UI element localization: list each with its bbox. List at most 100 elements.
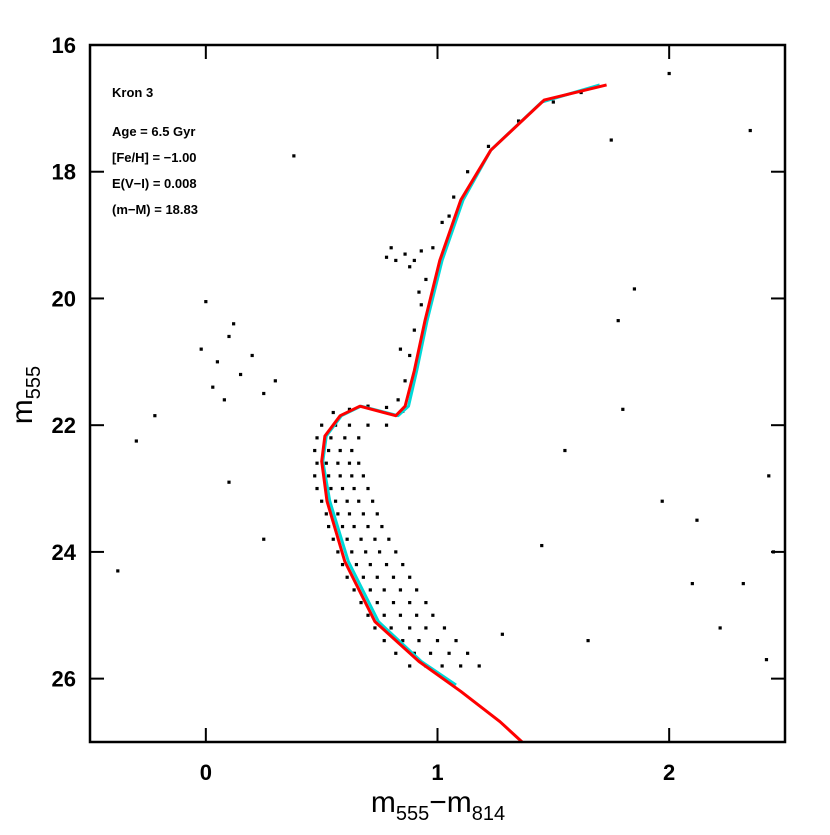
- star-point: [408, 664, 412, 668]
- star-point: [419, 303, 423, 307]
- star-point: [431, 246, 435, 250]
- star-point: [345, 575, 349, 579]
- star-point: [232, 322, 236, 326]
- star-point: [361, 474, 365, 478]
- star-point: [350, 448, 354, 453]
- star-point: [431, 613, 435, 617]
- star-point: [382, 613, 386, 617]
- star-point: [401, 639, 405, 643]
- star-point: [336, 550, 340, 554]
- star-point: [368, 588, 372, 592]
- star-point: [748, 128, 752, 133]
- star-point: [333, 499, 338, 503]
- star-point: [250, 353, 254, 358]
- star-point: [320, 499, 324, 503]
- plot-frame: [88, 43, 787, 744]
- star-point: [389, 246, 393, 250]
- y-axis-label: m555: [6, 366, 45, 424]
- star-point: [667, 71, 671, 76]
- star-point: [408, 601, 412, 605]
- star-point: [435, 639, 440, 643]
- star-point: [340, 562, 345, 567]
- y-tick-label: 24: [52, 540, 77, 565]
- star-point: [764, 658, 769, 662]
- star-point: [347, 512, 352, 516]
- star-point: [396, 398, 400, 402]
- star-point: [391, 601, 396, 605]
- star-point: [313, 474, 317, 478]
- star-point: [382, 588, 386, 592]
- star-point: [329, 486, 333, 491]
- star-point: [401, 562, 405, 567]
- star-point: [373, 537, 377, 541]
- star-point: [315, 486, 319, 491]
- star-point: [384, 405, 389, 410]
- star-point: [153, 414, 157, 418]
- star-point: [336, 512, 340, 516]
- star-point: [384, 255, 389, 259]
- star-point: [329, 436, 333, 440]
- star-point: [380, 524, 384, 529]
- star-point: [408, 626, 412, 630]
- star-point: [442, 626, 447, 630]
- star-point: [227, 480, 231, 484]
- star-point: [440, 664, 444, 668]
- y-tick-label: 18: [52, 160, 76, 185]
- star-point: [361, 575, 365, 579]
- star-point: [403, 379, 407, 383]
- annotation: Age = 6.5 Gyr: [112, 124, 195, 139]
- star-point: [540, 543, 544, 548]
- star-point: [327, 524, 331, 529]
- star-point: [412, 328, 416, 332]
- star-point: [331, 537, 335, 541]
- star-point: [366, 423, 370, 427]
- star-point: [222, 398, 226, 402]
- star-point: [690, 581, 694, 586]
- star-point: [262, 391, 266, 396]
- star-point: [340, 524, 345, 529]
- star-point: [352, 486, 356, 491]
- star-point: [338, 474, 342, 478]
- star-point: [632, 287, 637, 291]
- star-point: [459, 664, 463, 668]
- star-point: [398, 613, 403, 617]
- star-point: [331, 410, 335, 415]
- star-point: [417, 639, 421, 643]
- star-point: [387, 537, 391, 541]
- star-point: [424, 626, 428, 630]
- star-point: [563, 448, 567, 453]
- star-point: [357, 461, 361, 465]
- star-point: [227, 334, 231, 339]
- star-point: [424, 601, 428, 605]
- star-point: [741, 581, 745, 586]
- star-point: [440, 220, 444, 225]
- star-point: [419, 249, 423, 253]
- star-point: [609, 138, 613, 142]
- star-point: [771, 550, 776, 554]
- star-point: [343, 436, 347, 440]
- star-point: [616, 319, 620, 323]
- star-point: [394, 550, 398, 554]
- y-tick-label: 22: [52, 413, 76, 438]
- x-label-part: −m: [429, 786, 472, 819]
- star-point: [338, 448, 342, 453]
- star-point: [718, 626, 722, 630]
- star-point: [477, 664, 481, 668]
- isochrone: [320, 83, 607, 744]
- star-point: [262, 537, 266, 541]
- star-point: [361, 512, 365, 516]
- isochrone: [321, 83, 601, 687]
- star-point: [586, 639, 590, 643]
- star-point: [238, 372, 243, 377]
- star-point: [452, 195, 456, 199]
- star-point: [415, 613, 419, 617]
- star-point: [134, 439, 138, 443]
- star-point: [382, 639, 386, 643]
- x-label-part: m: [371, 786, 396, 819]
- x-label-sub: 814: [472, 803, 505, 825]
- star-point: [377, 550, 382, 554]
- x-tick-label: 1: [431, 760, 443, 785]
- star-point: [408, 265, 412, 269]
